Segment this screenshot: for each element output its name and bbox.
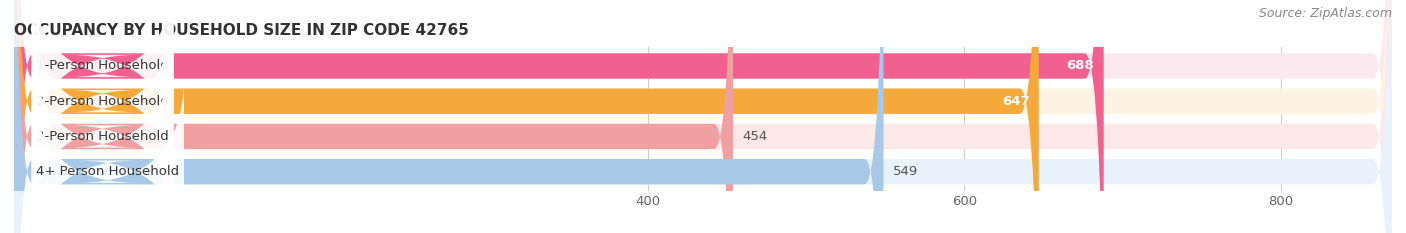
Text: 4+ Person Household: 4+ Person Household — [37, 165, 180, 178]
FancyBboxPatch shape — [14, 0, 883, 233]
Text: 1-Person Household: 1-Person Household — [37, 59, 169, 72]
Text: 2-Person Household: 2-Person Household — [37, 95, 169, 108]
Text: OCCUPANCY BY HOUSEHOLD SIZE IN ZIP CODE 42765: OCCUPANCY BY HOUSEHOLD SIZE IN ZIP CODE … — [14, 24, 470, 38]
Text: 647: 647 — [1001, 95, 1029, 108]
Text: 549: 549 — [893, 165, 918, 178]
FancyBboxPatch shape — [14, 0, 1392, 233]
FancyBboxPatch shape — [14, 0, 1392, 233]
Text: Source: ZipAtlas.com: Source: ZipAtlas.com — [1258, 7, 1392, 20]
FancyBboxPatch shape — [14, 0, 1392, 233]
FancyBboxPatch shape — [14, 0, 1104, 233]
FancyBboxPatch shape — [14, 0, 1392, 233]
FancyBboxPatch shape — [14, 0, 1039, 233]
Text: 3-Person Household: 3-Person Household — [37, 130, 169, 143]
Text: 454: 454 — [742, 130, 768, 143]
Text: 688: 688 — [1066, 59, 1094, 72]
FancyBboxPatch shape — [14, 0, 733, 233]
